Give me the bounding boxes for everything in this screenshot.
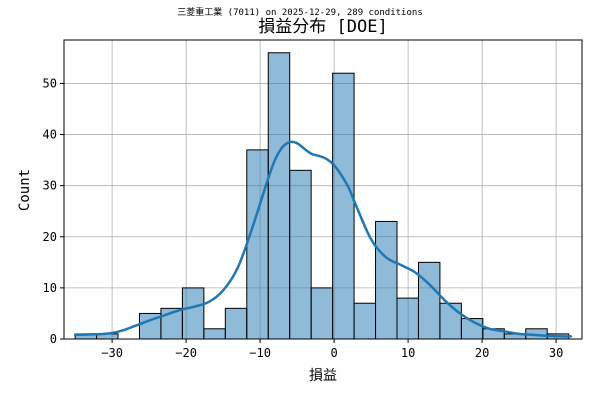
histogram-bar xyxy=(375,220,398,340)
chart-title: 損益分布 [DOE] xyxy=(258,17,387,37)
histogram-bar xyxy=(353,302,377,340)
kde-layer xyxy=(73,140,573,338)
y-axis-label: Count xyxy=(17,169,33,211)
histogram-bar xyxy=(289,169,312,340)
x-tick-label: 10 xyxy=(401,346,415,360)
x-tick-label: 20 xyxy=(475,346,489,360)
x-axis-label: 損益 xyxy=(309,368,337,384)
histogram-bar xyxy=(417,261,441,340)
histogram-bar xyxy=(224,307,248,340)
histogram-bar xyxy=(246,149,269,340)
y-tick-label: 0 xyxy=(50,332,57,346)
y-axis-ticks: 0 10 20 30 40 50 xyxy=(43,76,64,346)
plot-frame xyxy=(63,39,583,340)
histogram-bar xyxy=(396,297,419,340)
histogram-bar xyxy=(310,287,334,340)
chart-suptitle: 三菱重工業 (7011) on 2025-12-29, 289 conditio… xyxy=(177,6,422,18)
y-tick-label: 10 xyxy=(43,281,57,295)
x-tick-label: −30 xyxy=(101,346,123,360)
y-tick-label: 40 xyxy=(43,128,57,142)
histogram-bar xyxy=(439,302,462,340)
y-tick-label: 20 xyxy=(43,230,57,244)
histogram-bar xyxy=(332,72,355,340)
histogram-bar xyxy=(203,328,226,340)
x-axis-ticks: −30 −20 −10 0 10 20 30 xyxy=(101,339,563,360)
x-tick-label: 30 xyxy=(549,346,563,360)
bar-layer xyxy=(74,52,570,340)
y-tick-label: 50 xyxy=(43,76,57,90)
histogram-bar xyxy=(267,52,291,340)
x-tick-label: −20 xyxy=(175,346,197,360)
x-tick-label: −10 xyxy=(249,346,271,360)
y-tick-label: 30 xyxy=(43,179,57,193)
kde-curve xyxy=(73,140,573,338)
histogram-bar xyxy=(181,287,205,340)
x-tick-label: 0 xyxy=(330,346,337,360)
